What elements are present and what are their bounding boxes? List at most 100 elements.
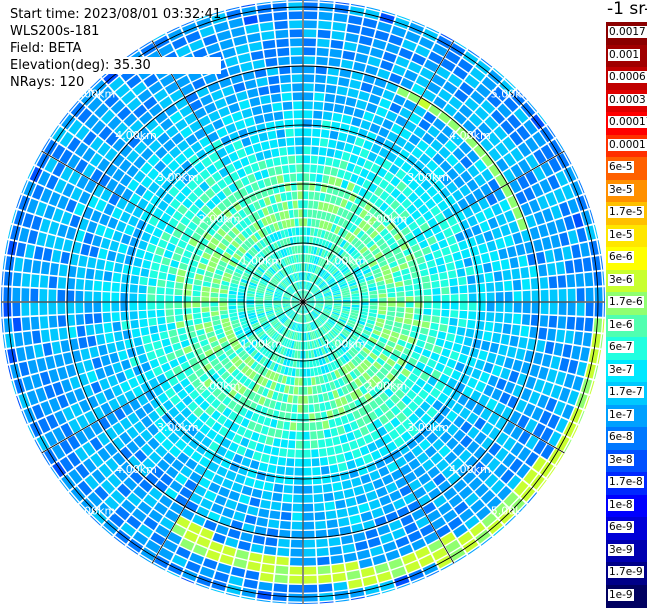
range-gate	[449, 318, 458, 326]
range-gate	[241, 2, 255, 8]
range-gate	[366, 491, 378, 501]
range-gate	[295, 128, 303, 136]
range-gate	[258, 509, 269, 518]
range-gate	[318, 21, 331, 30]
range-gate	[303, 173, 309, 181]
range-gate	[461, 346, 471, 356]
range-gate	[496, 378, 507, 390]
range-gate	[360, 446, 370, 456]
range-gate	[247, 88, 258, 98]
colorbar-label: 3e-8	[608, 454, 634, 466]
range-gate	[194, 318, 202, 324]
range-gate	[378, 289, 386, 294]
range-gate	[34, 344, 44, 358]
range-gate	[145, 370, 155, 380]
range-gate	[260, 95, 271, 104]
range-gate	[58, 277, 66, 289]
range-gate	[514, 291, 522, 301]
range-gate	[312, 458, 320, 466]
range-gate	[264, 417, 272, 426]
range-gate	[329, 419, 336, 428]
range-gate	[304, 38, 316, 46]
range-gate	[294, 477, 303, 485]
range-gate	[32, 260, 41, 273]
range-gate	[86, 269, 95, 280]
range-gate	[335, 500, 346, 509]
range-gate	[370, 294, 378, 298]
range-gate	[203, 281, 211, 287]
range-gate	[397, 307, 405, 312]
range-gate	[157, 310, 165, 317]
range-gate	[299, 369, 303, 377]
range-gate	[466, 329, 475, 338]
range-gate	[133, 258, 142, 267]
range-gate	[406, 291, 414, 297]
range-gate	[304, 468, 312, 476]
range-gate	[166, 288, 174, 295]
range-gate	[289, 165, 296, 173]
range-gate	[202, 292, 210, 297]
range-gate	[448, 270, 457, 278]
range-gate	[369, 291, 377, 295]
range-gate	[346, 497, 357, 507]
range-ring-label: 1.00km	[241, 254, 283, 267]
range-ring-label: 5.00km	[74, 505, 116, 518]
range-gate	[78, 255, 87, 267]
range-gate	[486, 312, 494, 321]
range-gate	[467, 275, 476, 284]
range-gate	[304, 11, 317, 19]
range-gate	[151, 333, 160, 342]
range-gate	[311, 147, 319, 155]
range-gate	[242, 108, 253, 118]
range-gate	[105, 261, 114, 271]
range-gate	[520, 267, 529, 278]
range-gate	[583, 257, 592, 271]
range-gate	[98, 345, 108, 356]
range-gate	[453, 252, 462, 261]
range-gate	[583, 333, 592, 347]
range-gate	[306, 246, 309, 254]
range-gate	[450, 351, 460, 361]
range-gate	[459, 311, 467, 319]
range-gate	[303, 164, 309, 172]
range-gate	[334, 150, 343, 159]
range-gate	[287, 147, 295, 155]
range-gate	[246, 299, 254, 302]
range-gate	[450, 244, 460, 254]
range-gate	[292, 192, 298, 200]
range-gate	[303, 227, 307, 235]
range-gate	[183, 296, 191, 302]
range-gate	[141, 232, 151, 242]
range-gate	[406, 297, 414, 302]
range-gate	[174, 302, 182, 308]
range-gate	[87, 221, 98, 233]
range-gate	[70, 215, 81, 228]
range-gate	[545, 341, 555, 354]
range-gate	[536, 340, 546, 352]
range-gate	[121, 234, 131, 245]
range-gate	[510, 336, 519, 347]
range-gate	[116, 253, 125, 263]
range-gate	[369, 309, 377, 313]
range-gate	[157, 317, 165, 325]
range-gate	[201, 297, 209, 302]
range-gate	[293, 495, 302, 503]
range-gate	[0, 303, 2, 317]
range-gate	[328, 456, 337, 465]
range-gate	[92, 235, 102, 247]
range-gate	[211, 293, 219, 298]
range-gate	[321, 466, 330, 475]
range-gate	[295, 228, 299, 236]
range-gate	[352, 305, 360, 308]
range-gate	[303, 441, 310, 449]
range-gate	[487, 353, 497, 364]
range-gate	[466, 266, 475, 275]
range-gate	[128, 216, 139, 227]
range-gate	[430, 323, 439, 331]
range-gate	[145, 224, 155, 234]
range-gate	[193, 313, 201, 319]
range-gate	[179, 263, 188, 271]
range-gate	[158, 356, 168, 365]
range-gate	[404, 318, 412, 324]
